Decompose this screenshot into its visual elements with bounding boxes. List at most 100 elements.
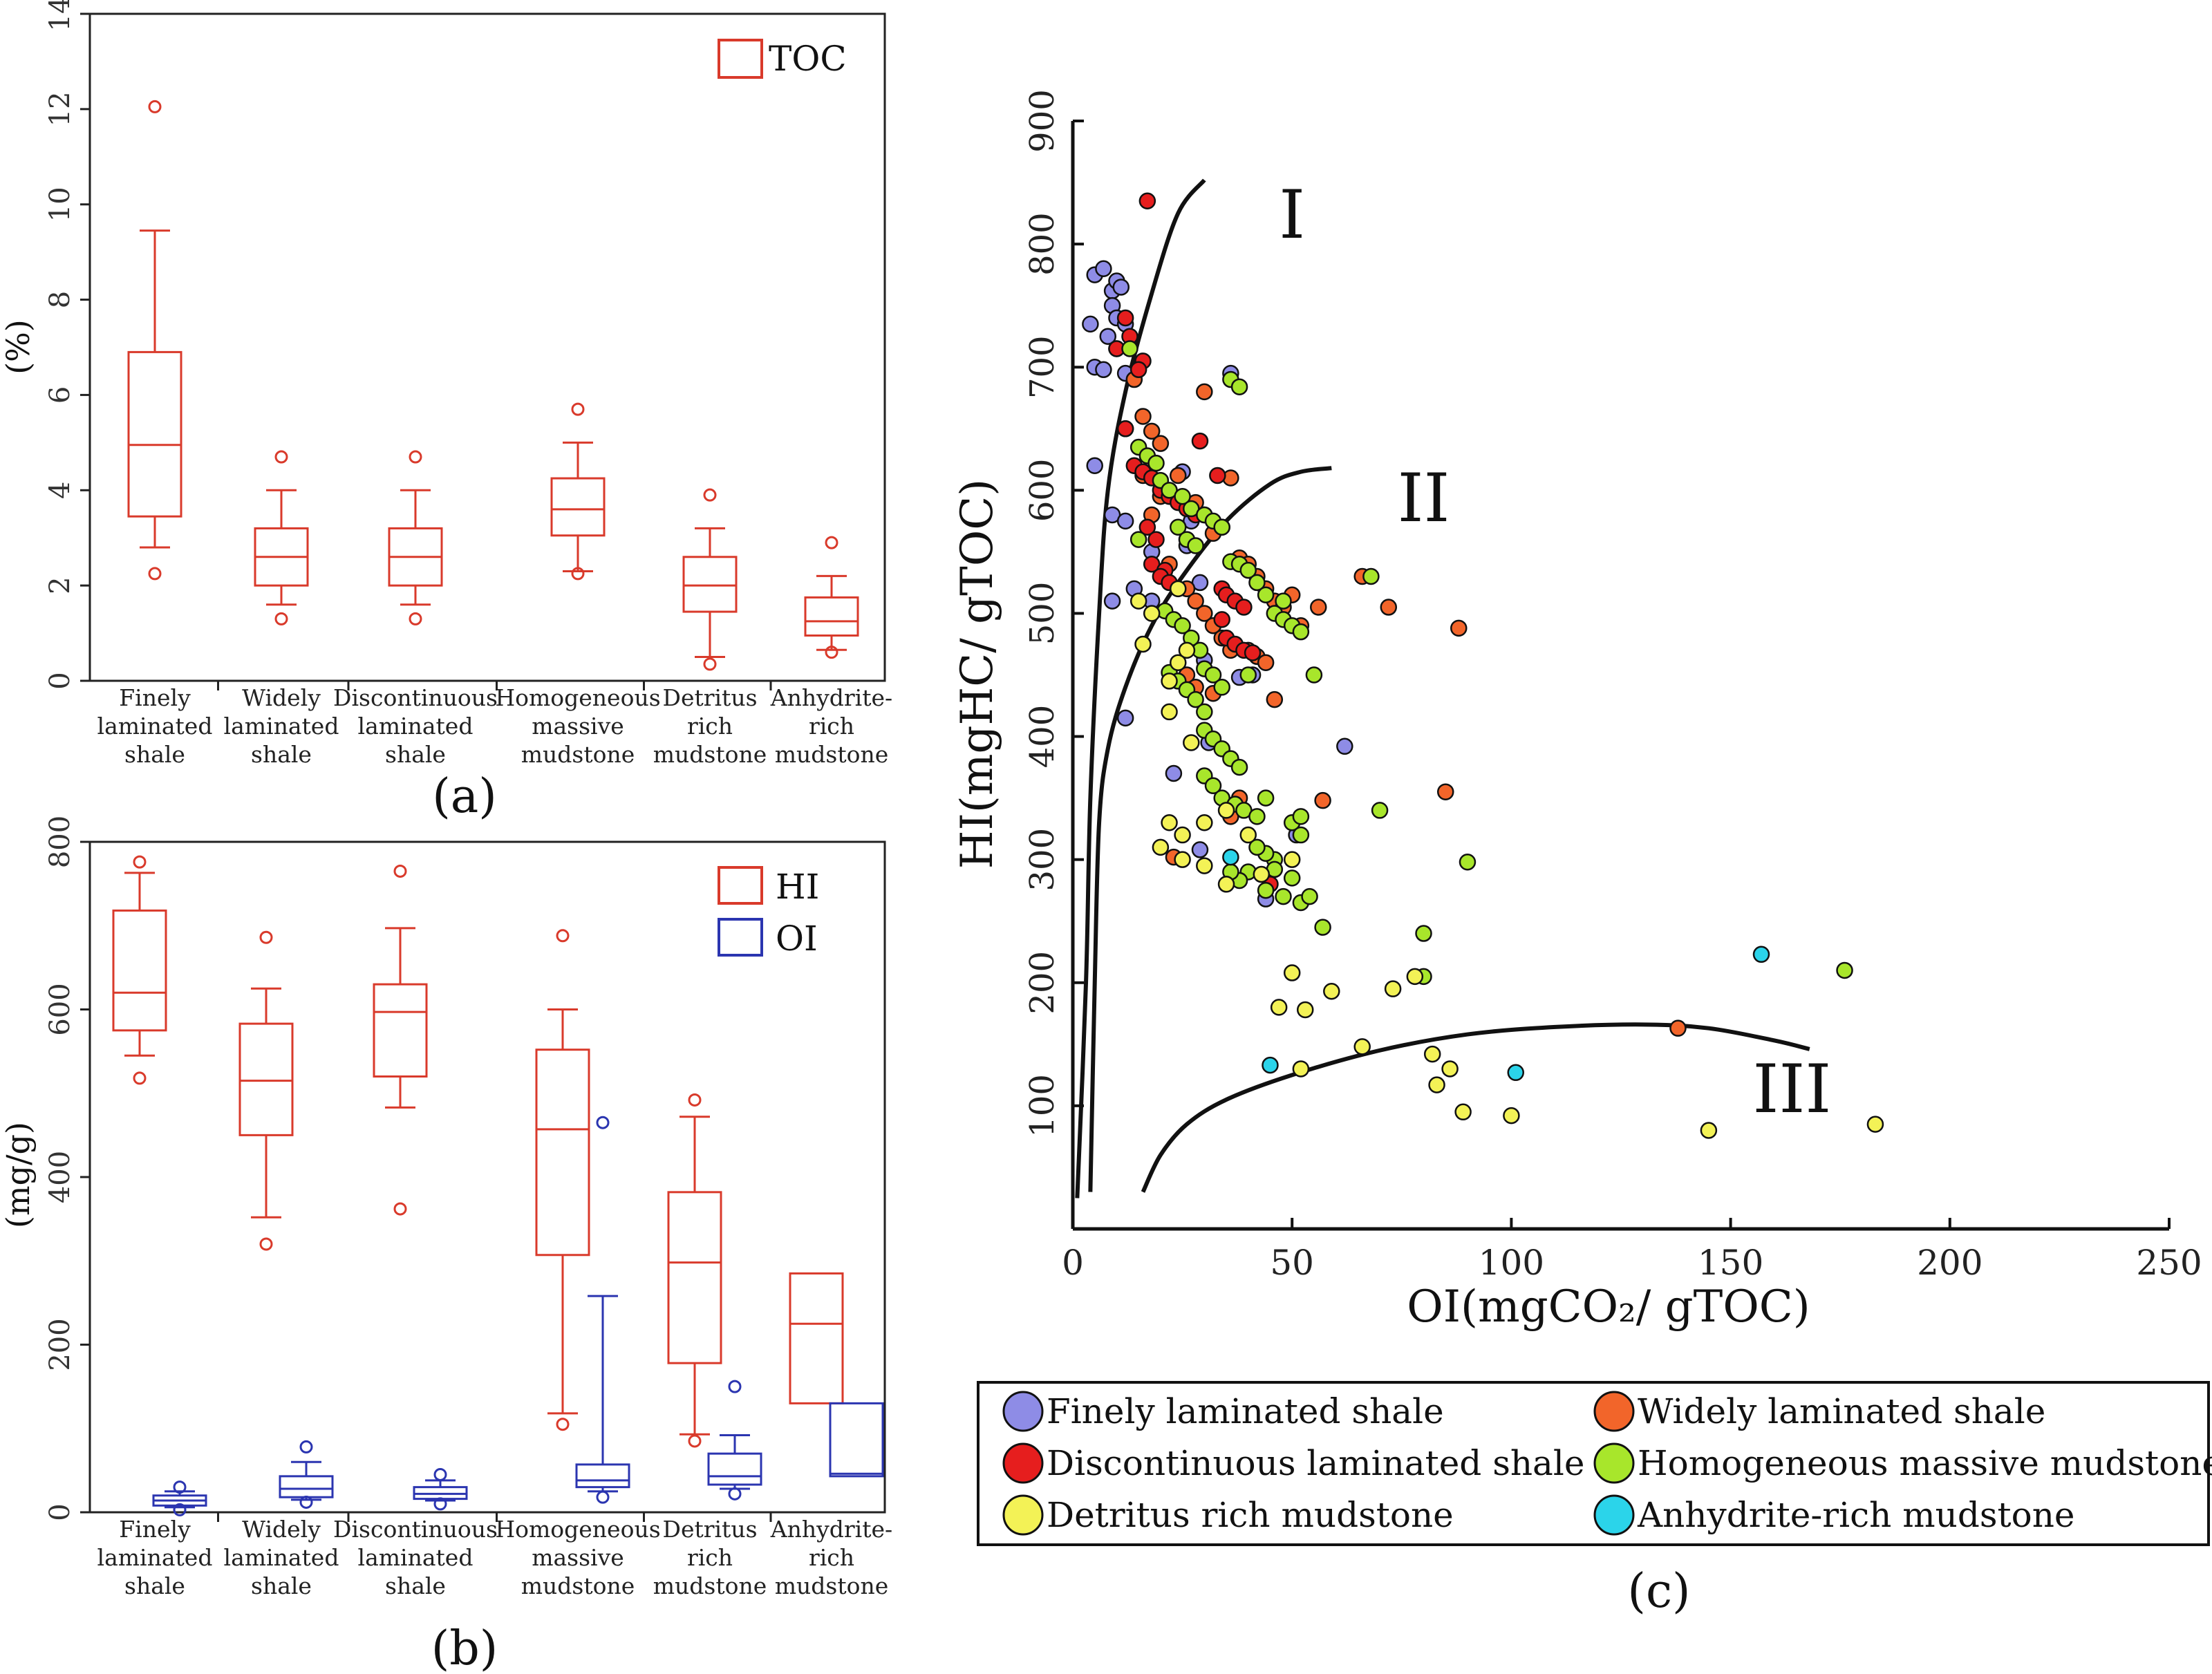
y-tick-label: 14 bbox=[44, 0, 76, 31]
box-oi-5 bbox=[829, 1402, 884, 1478]
y-tick-label: 2 bbox=[44, 576, 76, 594]
data-point bbox=[1204, 777, 1222, 795]
category-label-detritus: Detritus bbox=[662, 1516, 757, 1543]
data-point bbox=[1138, 518, 1156, 536]
data-point bbox=[1183, 734, 1200, 751]
outlier-point bbox=[393, 1202, 407, 1216]
category-label-detritus: Detritus bbox=[662, 684, 757, 711]
kerogen-type-label-ii: II bbox=[1398, 460, 1450, 537]
data-point bbox=[1130, 531, 1147, 548]
iqr-box bbox=[112, 909, 167, 1032]
data-point bbox=[1116, 420, 1134, 438]
panel-a-y-ticks: 0 2 4 6 8 10 12 14 bbox=[44, 0, 90, 690]
series-detritus-rich-mudstone bbox=[1130, 580, 1884, 1139]
data-point bbox=[1836, 961, 1853, 979]
data-point bbox=[1450, 619, 1468, 637]
kerogen-type-label-iii: III bbox=[1753, 1051, 1832, 1128]
category-label-shale: shale bbox=[385, 741, 446, 768]
box-hi-4 bbox=[667, 1093, 722, 1448]
legend-marker-widely-laminated-shale bbox=[1593, 1391, 1635, 1432]
data-point bbox=[1248, 574, 1266, 592]
panel-b-frame bbox=[88, 840, 886, 1514]
data-point bbox=[1116, 709, 1134, 727]
outlier-point bbox=[148, 100, 162, 113]
x-tick-label: 0 bbox=[1062, 1243, 1084, 1283]
data-point bbox=[1082, 315, 1099, 333]
data-point bbox=[1187, 690, 1204, 708]
outlier-point bbox=[133, 855, 147, 869]
panel-a-y-axis-label: (%) bbox=[0, 319, 37, 375]
panel-c-x-axis-label: OI(mgCO₂/ gTOC) bbox=[1407, 1281, 1810, 1333]
data-point bbox=[1143, 605, 1161, 622]
panel-a-label: (a) bbox=[432, 769, 497, 824]
data-point bbox=[1239, 826, 1257, 844]
box-oi-3 bbox=[575, 1116, 630, 1504]
data-point bbox=[1112, 279, 1130, 296]
iqr-box bbox=[373, 983, 428, 1078]
legend-marker-detritus-rich-mudstone bbox=[1002, 1494, 1044, 1536]
data-point bbox=[1174, 487, 1191, 505]
data-point bbox=[1270, 999, 1288, 1016]
category-label-shale: shale bbox=[385, 1572, 446, 1599]
data-point bbox=[1415, 925, 1432, 942]
series-toc bbox=[127, 100, 859, 671]
data-point bbox=[1296, 1001, 1314, 1019]
data-point bbox=[1161, 673, 1178, 690]
iqr-box bbox=[789, 1272, 844, 1404]
outlier-point bbox=[433, 1497, 447, 1511]
legend-marker-discontinuous-laminated-shale bbox=[1002, 1442, 1044, 1484]
outlier-point bbox=[571, 567, 585, 581]
category-label-shale: shale bbox=[251, 1572, 312, 1599]
box-hi-0 bbox=[112, 855, 167, 1085]
y-tick-label: 500 bbox=[1023, 582, 1062, 646]
data-point bbox=[1170, 580, 1187, 598]
data-point bbox=[1314, 791, 1331, 809]
y-tick-label: 0 bbox=[44, 672, 76, 689]
legend-label-hi: HI bbox=[776, 867, 819, 907]
data-point bbox=[1170, 654, 1187, 671]
y-tick-label: 600 bbox=[44, 983, 76, 1035]
data-point bbox=[1230, 378, 1248, 395]
data-point bbox=[1196, 703, 1213, 721]
data-point bbox=[1086, 457, 1103, 474]
data-point bbox=[1174, 851, 1191, 868]
outlier-point bbox=[688, 1434, 702, 1448]
legend-marker-anhydrite-rich-mudstone bbox=[1593, 1494, 1635, 1536]
panel-c-y-ticks: 100 200 300 400 500 600 700 800 900 bbox=[1023, 89, 1084, 1138]
data-point bbox=[1204, 666, 1222, 684]
kerogen-curve-ii bbox=[1088, 466, 1332, 1192]
data-point bbox=[1507, 1064, 1524, 1082]
outlier-point bbox=[728, 1380, 742, 1393]
box-toc-4 bbox=[682, 488, 738, 671]
data-point bbox=[1174, 826, 1191, 844]
outlier-point bbox=[409, 612, 422, 626]
data-point bbox=[1196, 857, 1213, 874]
data-point bbox=[1866, 1116, 1884, 1133]
category-label-laminated: laminated bbox=[358, 713, 474, 740]
category-label-rich: rich bbox=[687, 713, 733, 740]
data-point bbox=[1257, 586, 1275, 603]
iqr-box bbox=[535, 1048, 590, 1257]
category-label-mudstone: mudstone bbox=[653, 741, 767, 768]
box-oi-2 bbox=[413, 1467, 468, 1511]
legend-label-finely-laminated-shale: Finely laminated shale bbox=[1047, 1391, 1444, 1431]
data-point bbox=[1423, 1045, 1441, 1063]
data-point bbox=[1336, 737, 1353, 755]
category-label-laminated: laminated bbox=[97, 1544, 213, 1571]
outlier-point bbox=[556, 929, 570, 943]
outlier-point bbox=[433, 1467, 447, 1481]
legend-label-anhydrite-rich-mudstone: Anhydrite-rich mudstone bbox=[1637, 1495, 2075, 1535]
data-point bbox=[1213, 611, 1230, 628]
data-point bbox=[1428, 1076, 1445, 1093]
iqr-box bbox=[127, 350, 182, 518]
box-toc-0 bbox=[127, 100, 182, 581]
x-tick-label: 250 bbox=[2136, 1243, 2202, 1283]
data-point bbox=[1116, 309, 1134, 327]
data-point bbox=[1262, 1056, 1279, 1074]
data-point bbox=[1292, 1060, 1310, 1078]
data-point bbox=[1152, 838, 1170, 856]
data-point bbox=[1217, 802, 1235, 819]
x-tick-label: 100 bbox=[1479, 1243, 1544, 1283]
outlier-point bbox=[173, 1503, 187, 1516]
